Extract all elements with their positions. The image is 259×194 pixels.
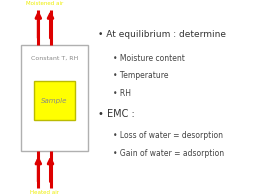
Text: • EMC :: • EMC : <box>98 109 135 120</box>
Text: • At equilibrium : determine: • At equilibrium : determine <box>98 30 226 39</box>
Text: • Loss of water = desorption: • Loss of water = desorption <box>113 131 223 140</box>
Bar <box>21 45 88 151</box>
Text: Heated air: Heated air <box>30 190 59 194</box>
Bar <box>34 81 75 120</box>
Text: • Moisture content: • Moisture content <box>113 54 185 63</box>
Text: Moistened air: Moistened air <box>26 1 63 6</box>
Text: • RH: • RH <box>113 89 131 98</box>
Text: • Temperature: • Temperature <box>113 71 168 80</box>
Text: Sample: Sample <box>41 98 68 104</box>
Text: • Gain of water = adsorption: • Gain of water = adsorption <box>113 149 224 158</box>
Text: Constant T, RH: Constant T, RH <box>31 56 78 61</box>
